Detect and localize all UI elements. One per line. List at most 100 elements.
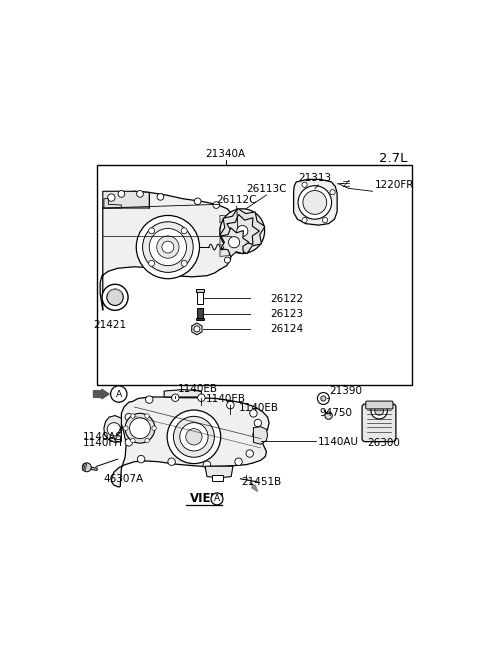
FancyBboxPatch shape: [362, 404, 396, 441]
Circle shape: [124, 426, 128, 430]
Circle shape: [254, 419, 262, 427]
Circle shape: [156, 236, 179, 258]
Bar: [196, 318, 204, 320]
Text: 1140EB: 1140EB: [239, 403, 279, 413]
Bar: [83, 466, 97, 470]
Text: 1140AS: 1140AS: [83, 432, 123, 441]
Text: 1140AU: 1140AU: [318, 438, 359, 447]
Circle shape: [225, 257, 230, 263]
Polygon shape: [294, 179, 337, 225]
Polygon shape: [104, 198, 121, 208]
Text: 26122: 26122: [270, 294, 303, 304]
Circle shape: [180, 422, 208, 451]
Text: 21390: 21390: [329, 386, 362, 396]
Circle shape: [143, 222, 193, 272]
Polygon shape: [221, 228, 249, 257]
Polygon shape: [220, 208, 265, 253]
Circle shape: [130, 418, 150, 439]
Circle shape: [246, 450, 253, 457]
Text: 2.7L: 2.7L: [379, 152, 407, 165]
Text: A: A: [214, 495, 220, 504]
Circle shape: [107, 289, 123, 305]
Circle shape: [110, 386, 127, 402]
Circle shape: [125, 413, 155, 443]
Polygon shape: [100, 191, 234, 310]
Circle shape: [145, 438, 149, 443]
Circle shape: [375, 406, 384, 415]
Circle shape: [371, 403, 387, 419]
Polygon shape: [253, 427, 267, 444]
Circle shape: [237, 225, 248, 236]
Circle shape: [220, 209, 264, 253]
Polygon shape: [103, 191, 149, 208]
Polygon shape: [220, 227, 229, 234]
Text: 94750: 94750: [320, 407, 353, 418]
Bar: [196, 290, 204, 293]
Circle shape: [211, 493, 223, 505]
Circle shape: [108, 194, 115, 201]
Circle shape: [225, 246, 231, 252]
Circle shape: [325, 412, 332, 419]
Circle shape: [125, 439, 132, 446]
Circle shape: [152, 426, 156, 430]
Text: 26124: 26124: [270, 324, 303, 334]
Circle shape: [317, 392, 329, 404]
Circle shape: [227, 402, 234, 409]
Polygon shape: [164, 390, 202, 397]
Circle shape: [137, 455, 145, 463]
FancyBboxPatch shape: [366, 401, 393, 409]
Polygon shape: [205, 466, 233, 477]
Circle shape: [83, 463, 91, 472]
Circle shape: [220, 231, 228, 238]
Circle shape: [172, 394, 179, 402]
Text: 21313: 21313: [298, 173, 331, 183]
Circle shape: [330, 189, 335, 195]
Text: VIEW: VIEW: [190, 493, 225, 506]
Circle shape: [137, 191, 144, 197]
FancyArrow shape: [250, 482, 258, 491]
Text: 21451B: 21451B: [241, 477, 281, 487]
Circle shape: [186, 428, 202, 445]
Circle shape: [136, 215, 200, 278]
Text: 1140EB: 1140EB: [178, 384, 217, 394]
Circle shape: [194, 198, 201, 204]
Text: 1140FH: 1140FH: [83, 438, 123, 448]
Circle shape: [181, 261, 187, 267]
Circle shape: [149, 228, 155, 234]
Text: 21421: 21421: [94, 320, 127, 329]
Text: 26300: 26300: [367, 438, 400, 448]
Bar: [212, 475, 223, 481]
Circle shape: [213, 202, 219, 208]
Circle shape: [252, 431, 260, 439]
Text: 26123: 26123: [270, 309, 303, 319]
FancyArrow shape: [94, 389, 109, 399]
Bar: [97, 165, 411, 384]
Circle shape: [145, 414, 149, 419]
Circle shape: [302, 182, 307, 187]
Circle shape: [228, 236, 240, 248]
Circle shape: [149, 261, 155, 267]
Circle shape: [145, 396, 153, 403]
Circle shape: [149, 229, 186, 266]
Circle shape: [118, 191, 125, 197]
Bar: [197, 308, 203, 320]
Circle shape: [167, 410, 221, 464]
Circle shape: [125, 413, 132, 421]
Text: 46307A: 46307A: [104, 474, 144, 483]
Bar: [197, 292, 203, 304]
Text: 21340A: 21340A: [205, 149, 246, 159]
Circle shape: [157, 193, 164, 200]
Circle shape: [107, 422, 120, 436]
Polygon shape: [220, 249, 229, 256]
Circle shape: [173, 417, 215, 457]
Polygon shape: [111, 397, 269, 487]
Polygon shape: [220, 215, 229, 223]
Text: A: A: [116, 390, 122, 398]
Circle shape: [194, 326, 200, 332]
Polygon shape: [227, 214, 259, 248]
Circle shape: [168, 458, 175, 466]
Circle shape: [323, 217, 328, 223]
Circle shape: [302, 217, 307, 223]
Circle shape: [131, 414, 135, 419]
Text: 26113C: 26113C: [246, 183, 287, 193]
